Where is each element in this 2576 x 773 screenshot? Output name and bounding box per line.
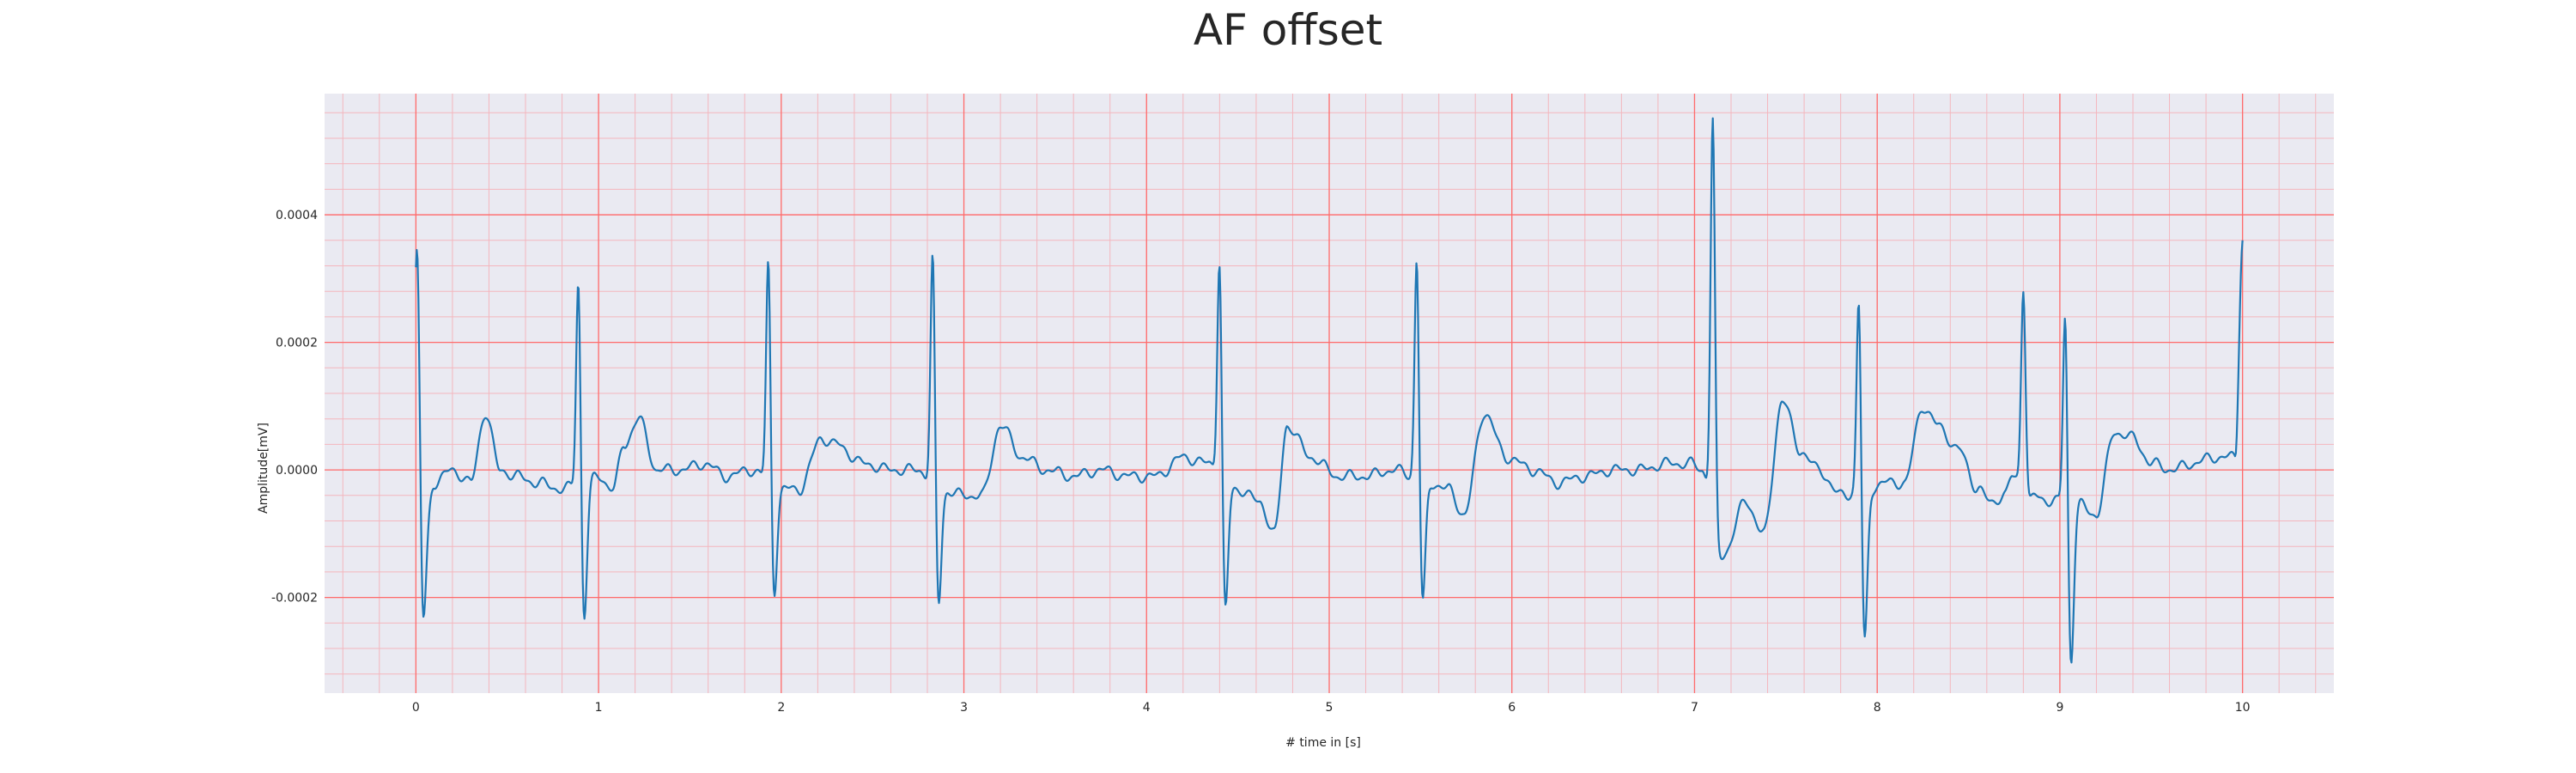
x-tick-label: 6 — [1508, 701, 1516, 715]
chart-title: AF offset — [1194, 5, 1382, 55]
x-tick-label: 2 — [777, 701, 785, 715]
y-tick-labels: -0.0002 0.0000 0.0002 0.0004 — [271, 209, 318, 606]
y-tick-label: 0.0000 — [276, 464, 318, 478]
x-tick-label: 1 — [595, 701, 603, 715]
x-tick-label: 0 — [412, 701, 420, 715]
y-tick-label: -0.0002 — [271, 592, 318, 606]
x-tick-label: 4 — [1143, 701, 1151, 715]
series-layer — [415, 117, 2244, 664]
x-tick-label: 8 — [1874, 701, 1881, 715]
x-tick-label: 10 — [2235, 701, 2251, 715]
series-line-ecg — [415, 117, 2244, 664]
x-axis-label: # time in [s] — [1285, 736, 1361, 750]
x-tick-label: 9 — [2056, 701, 2063, 715]
y-tick-label: 0.0002 — [276, 337, 318, 350]
y-tick-label: 0.0004 — [276, 209, 318, 222]
x-tick-label: 5 — [1326, 701, 1334, 715]
x-tick-label: 7 — [1691, 701, 1698, 715]
x-tick-label: 3 — [960, 701, 968, 715]
x-tick-labels: 0 1 2 3 4 5 6 7 8 9 10 — [412, 701, 2251, 715]
y-axis-label: Amplitude[mV] — [257, 423, 270, 514]
